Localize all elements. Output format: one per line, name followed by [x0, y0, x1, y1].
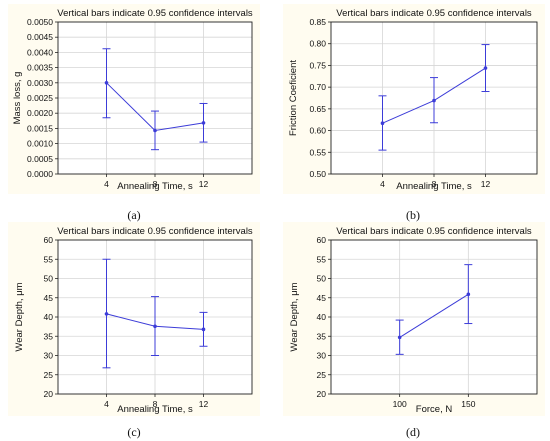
chart-panel-b: 0.50 0.55 0.60 0.65 0.70 0.75 0.80 0.85 4 8 12 Vert…	[283, 4, 545, 194]
chart-panel-d: 20 25 30 35 40 45 50 55 60 100 150 Vertical bars in…	[283, 222, 545, 416]
y-tick-label-d: 30	[317, 351, 327, 361]
y-axis-label-d: Wear Depth, μm	[289, 282, 300, 351]
y-tick-label-a: 0.0030	[27, 78, 53, 88]
y-tick-label-a: 0.0010	[27, 139, 53, 149]
chart-panel-a: 0.0000 0.0005 0.0010 0.0015 0.0020 0.0025 0.00…	[8, 4, 260, 194]
x-axis-label-b: Annealing Time, s	[396, 181, 472, 192]
y-tick-label-b: 0.70	[309, 82, 326, 92]
y-tick-label-d: 35	[317, 331, 327, 341]
y-tick-label-c: 45	[44, 293, 54, 303]
data-point-c	[153, 324, 157, 329]
y-tick-label-a: 0.0035	[27, 63, 53, 73]
y-tick-label-c: 50	[44, 274, 54, 284]
y-tick-label-c: 60	[44, 235, 54, 245]
y-tick-label-a: 0.0025	[27, 93, 53, 103]
caption-c: (c)	[127, 425, 141, 439]
y-tick-label-a: 0.0050	[27, 17, 53, 27]
y-tick-label-d: 20	[317, 389, 327, 399]
caption-b: (b)	[406, 208, 420, 222]
y-tick-label-b: 0.50	[309, 169, 326, 179]
chart-title-b: Vertical bars indicate 0.95 confidence i…	[336, 8, 532, 19]
y-tick-label-d: 60	[317, 235, 327, 245]
series-line-d	[399, 293, 469, 338]
y-axis-label-a: Mass loss, g	[12, 72, 23, 125]
y-tick-label-c: 55	[44, 254, 54, 264]
data-point-d	[397, 335, 402, 340]
caption-a: (a)	[127, 208, 141, 222]
y-tick-label-a: 0.0000	[27, 169, 53, 179]
chart-title-c: Vertical bars indicate 0.95 confidence i…	[57, 226, 253, 237]
data-point-b	[432, 98, 436, 103]
plot-frame-c	[57, 239, 253, 395]
chart-c-svg: 20 25 30 35 40 45 50 55 60 4 8 12 Vertical bars indi…	[14, 226, 253, 415]
data-point-d	[466, 292, 471, 297]
chart-b-svg: 0.50 0.55 0.60 0.65 0.70 0.75 0.80 0.85 4 8 12 Vert…	[288, 8, 538, 192]
y-tick-label-c: 25	[44, 370, 54, 380]
y-tick-label-d: 25	[317, 370, 327, 380]
chart-title-a: Vertical bars indicate 0.95 confidence i…	[57, 8, 253, 19]
y-tick-label-c: 20	[44, 389, 54, 399]
x-tick-label-a: 4	[104, 179, 109, 189]
x-axis-label-d: Force, N	[416, 404, 453, 415]
y-tick-label-a: 0.0045	[27, 32, 53, 42]
y-tick-label-b: 0.60	[309, 126, 326, 136]
chart-title-d: Vertical bars indicate 0.95 confidence i…	[336, 226, 532, 237]
y-tick-label-b: 0.85	[309, 17, 326, 27]
y-tick-label-d: 40	[317, 312, 327, 322]
x-axis-label-c: Annealing Time, s	[117, 404, 193, 415]
data-point-a	[104, 81, 109, 85]
y-tick-label-c: 40	[44, 312, 54, 322]
data-point-c	[201, 327, 206, 332]
y-tick-label-b: 0.75	[309, 60, 326, 70]
y-tick-label-b: 0.80	[309, 39, 326, 49]
data-point-a	[153, 128, 157, 133]
x-tick-label-c: 12	[199, 399, 209, 409]
caption-d: (d)	[406, 425, 420, 439]
data-point-b	[483, 66, 488, 70]
y-tick-label-a: 0.0040	[27, 47, 53, 57]
plot-frame-b	[330, 21, 538, 175]
y-tick-label-a: 0.0005	[27, 154, 53, 164]
data-point-a	[201, 121, 206, 125]
chart-panel-c: 20 25 30 35 40 45 50 55 60 4 8 12 Vertical bars indi…	[8, 222, 260, 416]
y-tick-label-d: 55	[317, 254, 327, 264]
y-tick-label-b: 0.55	[309, 147, 326, 157]
y-tick-label-d: 45	[317, 293, 327, 303]
data-point-c	[104, 312, 109, 316]
x-tick-label-d: 100	[393, 399, 407, 409]
x-tick-label-a: 12	[199, 179, 209, 189]
y-tick-label-c: 30	[44, 351, 54, 361]
x-tick-label-b: 4	[380, 179, 385, 189]
x-tick-label-b: 8	[432, 179, 437, 189]
y-axis-label-c: Wear Depth, μm	[14, 282, 25, 351]
y-tick-label-a: 0.0020	[27, 108, 53, 118]
y-tick-label-c: 35	[44, 331, 54, 341]
chart-d-svg: 20 25 30 35 40 45 50 55 60 100 150 Vertical bars in…	[289, 226, 538, 415]
data-point-b	[380, 121, 385, 125]
plot-frame-d	[330, 239, 538, 395]
x-tick-label-a: 8	[153, 179, 158, 189]
chart-a-svg: 0.0000 0.0005 0.0010 0.0015 0.0020 0.0025 0.00…	[12, 8, 253, 192]
x-tick-label-b: 12	[481, 179, 491, 189]
y-tick-label-a: 0.0015	[27, 123, 53, 133]
x-tick-label-c: 4	[104, 399, 109, 409]
x-axis-label-a: Annealing Time, s	[117, 181, 193, 192]
y-tick-label-d: 50	[317, 274, 327, 284]
plot-frame-a	[57, 21, 253, 175]
y-axis-label-b: Friction Coeficient	[288, 60, 299, 136]
x-tick-label-c: 8	[153, 399, 158, 409]
y-tick-label-b: 0.65	[309, 104, 326, 114]
x-tick-label-d: 150	[461, 399, 475, 409]
